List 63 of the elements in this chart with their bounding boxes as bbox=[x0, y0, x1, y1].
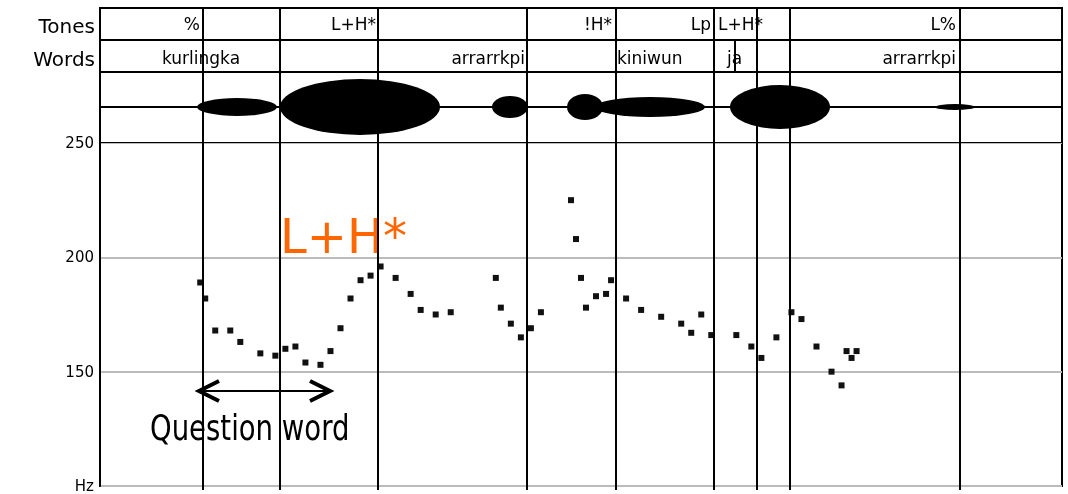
point bbox=[623, 295, 630, 302]
point bbox=[758, 354, 765, 361]
point bbox=[567, 197, 574, 204]
point bbox=[572, 236, 579, 243]
point bbox=[407, 290, 414, 297]
point bbox=[292, 343, 299, 350]
point bbox=[838, 382, 845, 389]
text: L+H* bbox=[331, 14, 376, 34]
point bbox=[688, 329, 695, 336]
point bbox=[748, 343, 755, 350]
point bbox=[798, 316, 805, 323]
point bbox=[327, 348, 334, 355]
point bbox=[537, 309, 544, 316]
point bbox=[357, 277, 364, 284]
point bbox=[302, 359, 309, 366]
point bbox=[227, 327, 234, 334]
point bbox=[392, 274, 399, 281]
text: Lp bbox=[690, 14, 711, 34]
point bbox=[773, 334, 780, 341]
point bbox=[492, 274, 499, 281]
text: !H* bbox=[583, 14, 612, 34]
point bbox=[507, 320, 514, 327]
point bbox=[432, 311, 439, 318]
point bbox=[272, 352, 279, 359]
point bbox=[367, 272, 374, 279]
point bbox=[317, 361, 324, 368]
point bbox=[578, 274, 584, 281]
text: kiniwun bbox=[617, 48, 683, 68]
text: arrarrkpi bbox=[882, 48, 956, 68]
point bbox=[608, 277, 615, 284]
text: L% bbox=[930, 14, 956, 34]
text: Words bbox=[33, 47, 95, 71]
point bbox=[417, 306, 424, 313]
point bbox=[237, 338, 244, 345]
text: arrarrkpi bbox=[451, 48, 525, 68]
point bbox=[257, 350, 264, 357]
y-tick-label: Hz bbox=[74, 477, 95, 494]
text: Tones bbox=[37, 14, 95, 38]
point bbox=[497, 304, 504, 311]
point bbox=[212, 327, 219, 334]
point bbox=[447, 309, 454, 316]
point bbox=[593, 293, 600, 300]
point bbox=[813, 343, 820, 350]
point bbox=[638, 306, 645, 313]
text: % bbox=[183, 14, 200, 34]
point bbox=[843, 348, 850, 355]
point bbox=[733, 332, 740, 339]
point bbox=[517, 334, 524, 341]
point bbox=[658, 313, 665, 320]
y-tick-label: 150 bbox=[65, 362, 94, 381]
point bbox=[583, 304, 590, 311]
point bbox=[698, 311, 705, 318]
point bbox=[527, 325, 534, 332]
y-tick-label: 250 bbox=[65, 134, 94, 152]
point bbox=[678, 320, 685, 327]
point bbox=[848, 354, 855, 361]
point bbox=[828, 368, 835, 375]
point bbox=[853, 348, 860, 355]
point bbox=[337, 325, 344, 332]
y-tick-label: 200 bbox=[65, 248, 94, 267]
point bbox=[603, 290, 610, 297]
point bbox=[282, 345, 289, 352]
point bbox=[347, 295, 354, 302]
